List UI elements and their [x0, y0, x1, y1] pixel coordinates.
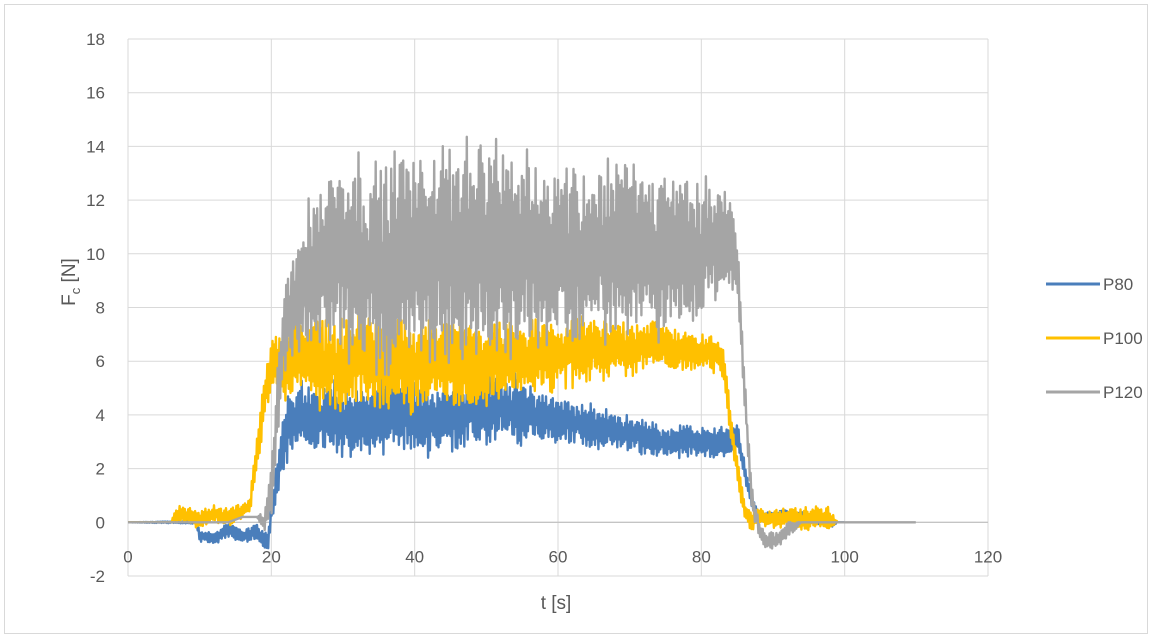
y-tick-label: 12	[86, 191, 105, 210]
x-tick-label: 60	[549, 547, 568, 566]
x-tick-label: 20	[262, 547, 281, 566]
y-tick-label: 6	[96, 352, 105, 371]
y-tick-label: 4	[96, 406, 105, 425]
y-axis-title: Fc [N]	[59, 258, 83, 306]
y-axis-title-subscript: c	[68, 287, 83, 294]
x-tick-label: 100	[830, 547, 858, 566]
y-tick-label: 14	[86, 137, 105, 156]
series-lines	[127, 135, 917, 550]
legend-label-p120: P120	[1103, 383, 1143, 402]
y-tick-labels: -2 0 2 4 6 8 10 12 14 16 18	[86, 30, 105, 586]
y-tick-label: 16	[86, 84, 105, 103]
series-line-p100	[127, 313, 839, 532]
x-axis-title: t [s]	[541, 593, 572, 614]
series-line-p120	[127, 135, 917, 550]
legend: P80 P100 P120	[1046, 275, 1143, 402]
y-tick-label: 10	[86, 245, 105, 264]
legend-label-p80: P80	[1103, 275, 1133, 294]
x-tick-label: 0	[123, 547, 132, 566]
y-tick-label: 0	[96, 513, 105, 532]
y-axis-title-unit: [N]	[59, 258, 80, 288]
y-axis-title-main: F	[59, 294, 80, 306]
series-line-p80	[127, 372, 845, 550]
legend-label-p100: P100	[1103, 329, 1143, 348]
y-tick-label: 18	[86, 30, 105, 49]
gridlines	[127, 38, 989, 577]
y-tick-label: -2	[90, 567, 105, 586]
x-tick-labels: 0 20 40 60 80 100 120	[123, 547, 1002, 566]
x-tick-label: 40	[405, 547, 424, 566]
x-tick-label: 80	[692, 547, 711, 566]
y-tick-label: 2	[96, 460, 105, 479]
y-tick-label: 8	[96, 299, 105, 318]
x-tick-label: 120	[974, 547, 1002, 566]
